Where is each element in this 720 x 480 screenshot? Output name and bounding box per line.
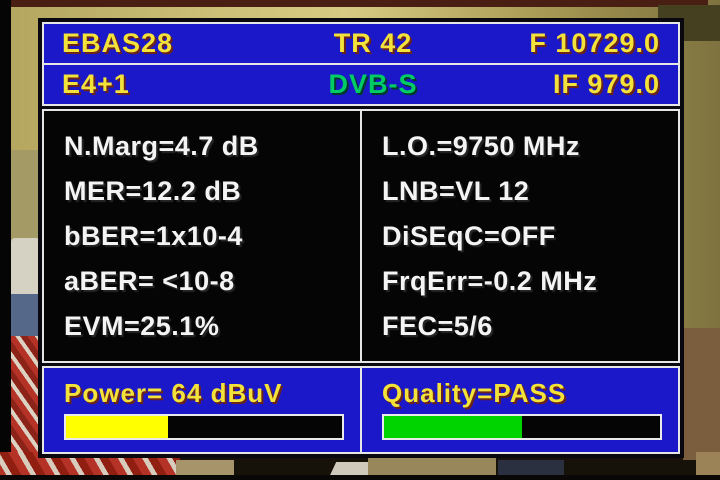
fabric-light-left	[11, 238, 40, 300]
power-meter: Power= 64 dBuV	[44, 368, 360, 452]
station-name: EBAS28	[62, 28, 174, 58]
couch-arm-right	[683, 328, 720, 460]
quality-meter: Quality=PASS	[362, 368, 678, 452]
power-bar-fill	[66, 416, 169, 438]
measurements-panel: N.Marg=4.7 dB MER=12.2 dB bBER=1x10-4 aB…	[42, 109, 680, 363]
measurements-right-column: L.O.=9750 MHz LNB=VL 12 DiSEqC=OFF FrqEr…	[362, 111, 678, 361]
header-row-2: E4+1 DVB-S IF 979.0	[44, 65, 678, 104]
reading-evm: EVM=25.1%	[64, 311, 220, 341]
reading-aber: aBER= <10-8	[64, 266, 235, 296]
power-bar-track	[64, 414, 344, 440]
photo-bottom-edge	[0, 475, 720, 480]
wall-shadow-left	[11, 150, 39, 250]
measurements-left-column: N.Marg=4.7 dB MER=12.2 dB bBER=1x10-4 aB…	[44, 111, 360, 361]
signal-standard: DVB-S	[328, 69, 418, 99]
reading-lnb: LNB=VL 12	[382, 176, 530, 206]
photo-left-edge	[0, 0, 11, 480]
header-row-1: EBAS28 TR 42 F 10729.0	[44, 24, 678, 63]
header-panel: EBAS28 TR 42 F 10729.0 E4+1 DVB-S IF 979…	[42, 22, 680, 106]
reading-noise-margin: N.Marg=4.7 dB	[64, 131, 259, 161]
ceiling-trim	[8, 0, 708, 7]
transponder: TR 42	[333, 28, 413, 58]
frequency: F 10729.0	[529, 28, 660, 58]
reading-bber: bBER=1x10-4	[64, 221, 243, 251]
satellite-meter-screen: EBAS28 TR 42 F 10729.0 E4+1 DVB-S IF 979…	[38, 18, 684, 458]
if-frequency: IF 979.0	[552, 69, 660, 99]
quality-bar-track	[382, 414, 662, 440]
reading-diseqc: DiSEqC=OFF	[382, 221, 556, 251]
power-label: Power= 64 dBuV	[64, 378, 283, 408]
reading-freq-error: FrqErr=-0.2 MHz	[382, 266, 598, 296]
reading-lo-frequency: L.O.=9750 MHz	[382, 131, 580, 161]
floor-object-khaki	[368, 458, 496, 480]
reading-fec: FEC=5/6	[382, 311, 493, 341]
fabric-blue-left	[11, 294, 40, 342]
main-panel-divider	[360, 111, 362, 361]
header-divider	[44, 63, 678, 65]
channel-name: E4+1	[62, 69, 130, 99]
quality-label: Quality=PASS	[382, 378, 567, 408]
meters-panel-divider	[360, 368, 362, 452]
meters-panel: Power= 64 dBuV Quality=PASS	[42, 366, 680, 454]
quality-bar-fill	[384, 416, 522, 438]
reading-mer: MER=12.2 dB	[64, 176, 242, 206]
